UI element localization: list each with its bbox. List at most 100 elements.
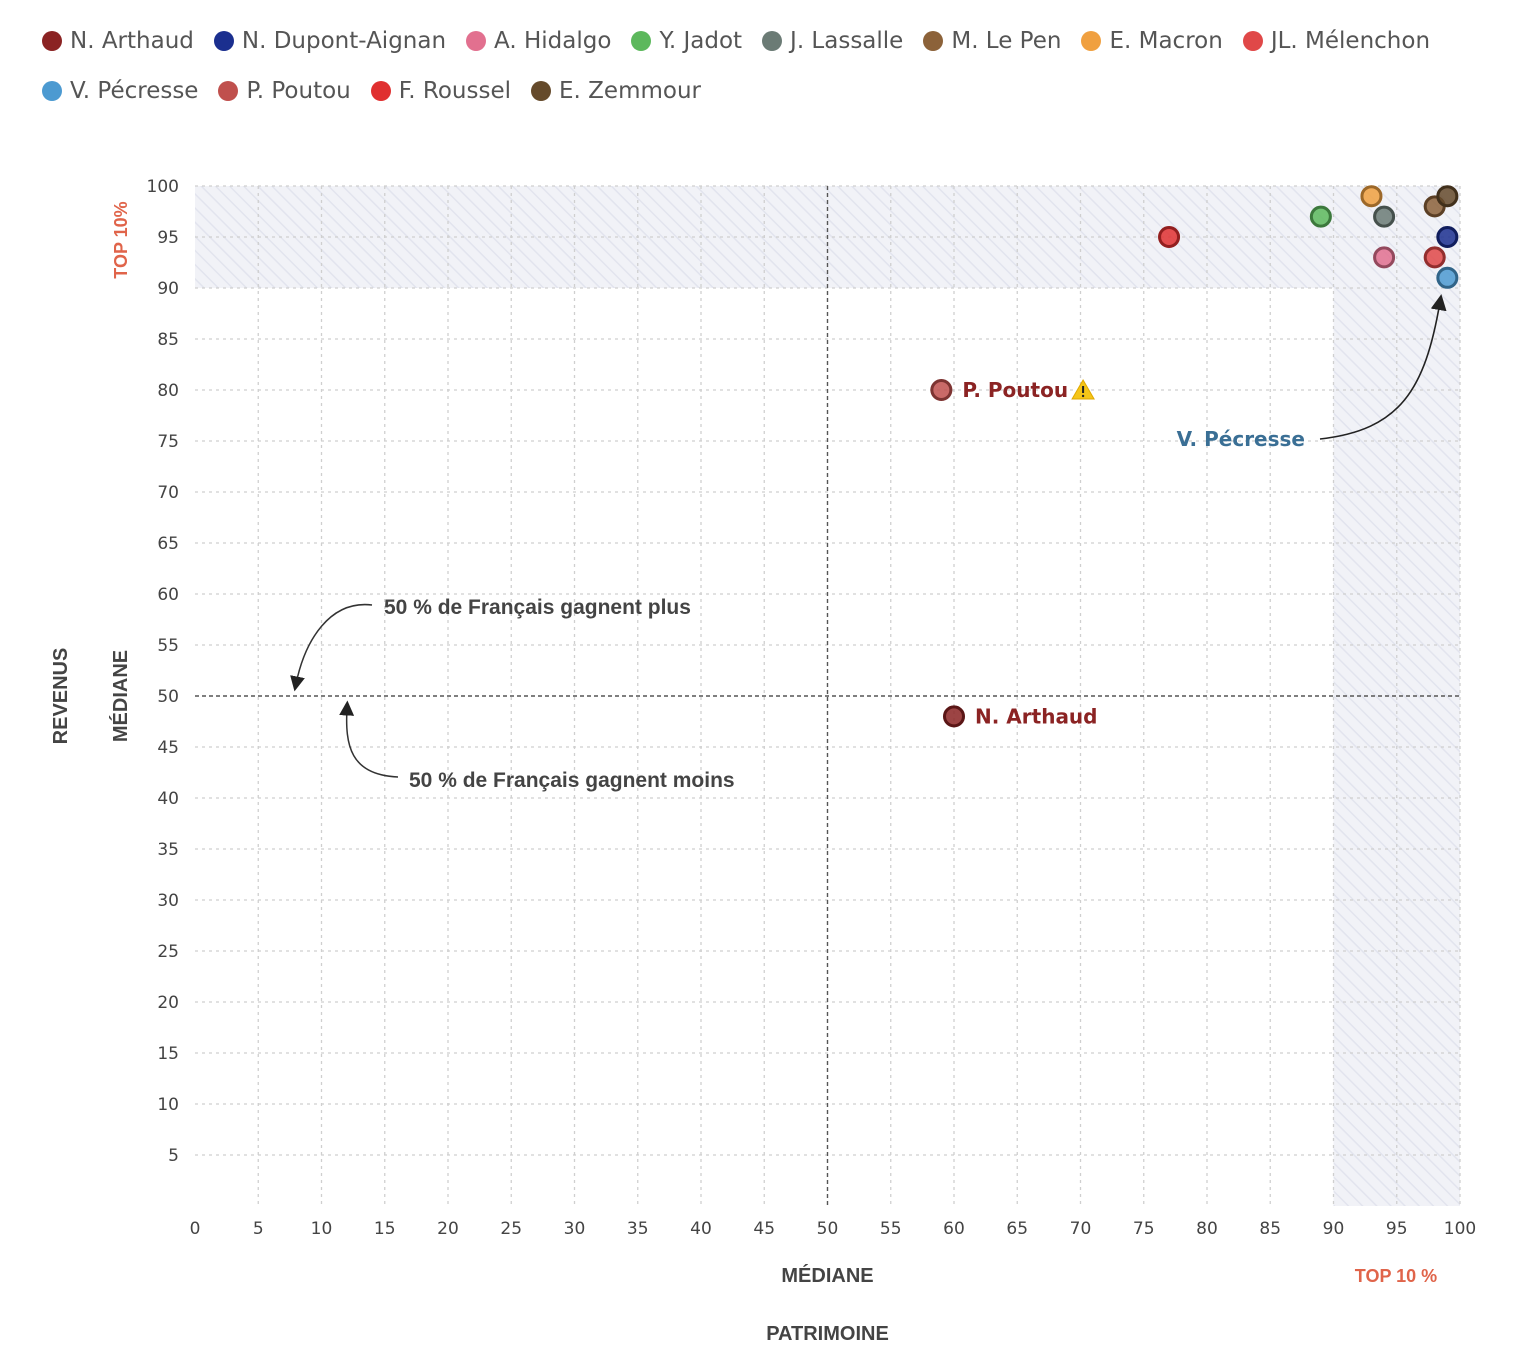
point-n-arthaud <box>943 705 965 728</box>
x-tick-label: 25 <box>500 1219 522 1239</box>
x-tick-label: 70 <box>1070 1219 1092 1239</box>
legend-item-e-zemmour: E. Zemmour <box>531 72 701 110</box>
x-axis-title: PATRIMOINE <box>766 1323 889 1345</box>
annotation-moins: 50 % de Français gagnent moins <box>409 769 735 792</box>
legend-label: Y. Jadot <box>659 28 743 54</box>
point-outline <box>1423 246 1446 269</box>
annotation-arrow-moins <box>339 700 399 778</box>
legend-label: E. Macron <box>1109 28 1223 54</box>
point-outline <box>930 379 953 401</box>
x-median-label: MÉDIANE <box>781 1264 873 1287</box>
legend: N. Arthaud N. Dupont-Aignan A. Hidalgo Y. J… <box>42 22 1502 110</box>
y-tick-label: 80 <box>157 381 179 401</box>
x-tick-label: 35 <box>627 1219 649 1239</box>
legend-swatch <box>1081 31 1102 51</box>
legend-swatch <box>923 31 944 51</box>
x-tick-label: 95 <box>1386 1219 1408 1239</box>
x-tick-label: 90 <box>1323 1219 1345 1239</box>
point-outline <box>1436 266 1459 289</box>
y-tick-label: 15 <box>157 1044 179 1064</box>
legend-item-p-poutou: P. Poutou <box>218 72 351 110</box>
point-e-macron <box>1360 185 1383 208</box>
x-tick-label: 45 <box>753 1219 775 1239</box>
legend-swatch <box>42 31 62 51</box>
y-tick-label: 95 <box>157 228 179 248</box>
legend-label: JL. Mélenchon <box>1270 28 1431 54</box>
y-median-label: MÉDIANE <box>109 650 132 742</box>
y-tick-label: 30 <box>157 891 179 911</box>
y-axis-title: REVENUS <box>50 648 72 745</box>
point-label-v-pecresse: V. Pécresse <box>1177 427 1305 451</box>
legend-item-f-roussel: F. Roussel <box>370 72 511 110</box>
y-tick-label: 10 <box>157 1095 179 1115</box>
legend-swatch <box>213 31 234 51</box>
legend-item-jl-melenchon: JL. Mélenchon <box>1242 22 1431 60</box>
x-tick-label: 40 <box>690 1219 712 1239</box>
point-outline <box>1360 185 1383 208</box>
y-tick-label: 100 <box>147 177 179 197</box>
y-tick-label: 50 <box>157 687 179 707</box>
x-tick-label: 0 <box>190 1219 201 1239</box>
point-outline <box>1373 205 1396 228</box>
y-tick-label: 90 <box>157 279 179 299</box>
point-outline <box>1436 185 1459 208</box>
point-label-n-arthaud: N. Arthaud <box>975 704 1098 728</box>
legend-label: P. Poutou <box>246 78 351 104</box>
point-v-pecresse <box>1436 266 1459 289</box>
y-tick-label: 25 <box>157 942 179 962</box>
y-tick-label: 60 <box>157 585 179 605</box>
warning-icon-dot <box>1081 394 1085 398</box>
y-tick-label: 75 <box>157 432 179 452</box>
legend-item-j-lassalle: J. Lassalle <box>762 22 903 60</box>
x-tick-label: 20 <box>437 1219 459 1239</box>
annotation-plus: 50 % de Français gagnent plus <box>384 596 691 619</box>
y-tick-label: 35 <box>157 840 179 860</box>
point-j-lassalle <box>1373 205 1396 228</box>
point-f-roussel <box>1158 226 1181 248</box>
legend-item-m-le-pen: M. Le Pen <box>923 22 1061 60</box>
legend-label: N. Dupont-Aignan <box>241 28 447 54</box>
legend-label: J. Lassalle <box>790 28 904 54</box>
legend-label: M. Le Pen <box>951 28 1062 54</box>
y-tick-label: 45 <box>157 738 179 758</box>
x-tick-label: 55 <box>880 1219 902 1239</box>
point-outline <box>943 705 965 728</box>
point-a-hidalgo <box>1373 246 1396 269</box>
legend-item-v-pecresse: V. Pécresse <box>42 72 198 110</box>
pointer-arrow-pecresse <box>1319 294 1447 440</box>
legend-label: N. Arthaud <box>70 28 194 54</box>
y-tick-label: 85 <box>157 330 179 350</box>
x-tick-label: 65 <box>1006 1219 1028 1239</box>
legend-swatch <box>42 81 62 101</box>
x-tick-label: 80 <box>1196 1219 1218 1239</box>
legend-label: E. Zemmour <box>559 78 701 104</box>
x-tick-label: 60 <box>943 1219 965 1239</box>
legend-swatch <box>1242 31 1263 51</box>
point-label-p-poutou: P. Poutou <box>962 378 1068 402</box>
point-jl-melenchon <box>1423 246 1446 269</box>
legend-swatch <box>218 81 239 101</box>
legend-swatch <box>531 81 552 101</box>
legend-item-n-dupont-aignan: N. Dupont-Aignan <box>213 22 447 60</box>
y-tick-label: 65 <box>157 534 179 554</box>
point-outline <box>1158 226 1181 248</box>
legend-swatch <box>762 31 783 51</box>
legend-label: V. Pécresse <box>70 78 199 104</box>
y-tick-label: 20 <box>157 993 179 1013</box>
x-tick-label: 85 <box>1259 1219 1281 1239</box>
y-tick-label: 5 <box>168 1146 179 1166</box>
legend-item-n-arthaud: N. Arthaud <box>42 22 194 60</box>
legend-swatch <box>370 81 391 101</box>
x-top-label: TOP 10 % <box>1355 1266 1437 1286</box>
legend-swatch <box>631 31 652 51</box>
legend-item-a-hidalgo: A. Hidalgo <box>466 22 611 60</box>
x-tick-label: 30 <box>564 1219 586 1239</box>
point-n-dupont-aignan <box>1436 226 1459 248</box>
point-y-jadot <box>1309 205 1332 228</box>
x-tick-label: 5 <box>253 1219 264 1239</box>
point-e-zemmour <box>1436 185 1459 208</box>
x-tick-label: 10 <box>311 1219 333 1239</box>
point-outline <box>1436 226 1459 248</box>
y-tick-label: 70 <box>157 483 179 503</box>
